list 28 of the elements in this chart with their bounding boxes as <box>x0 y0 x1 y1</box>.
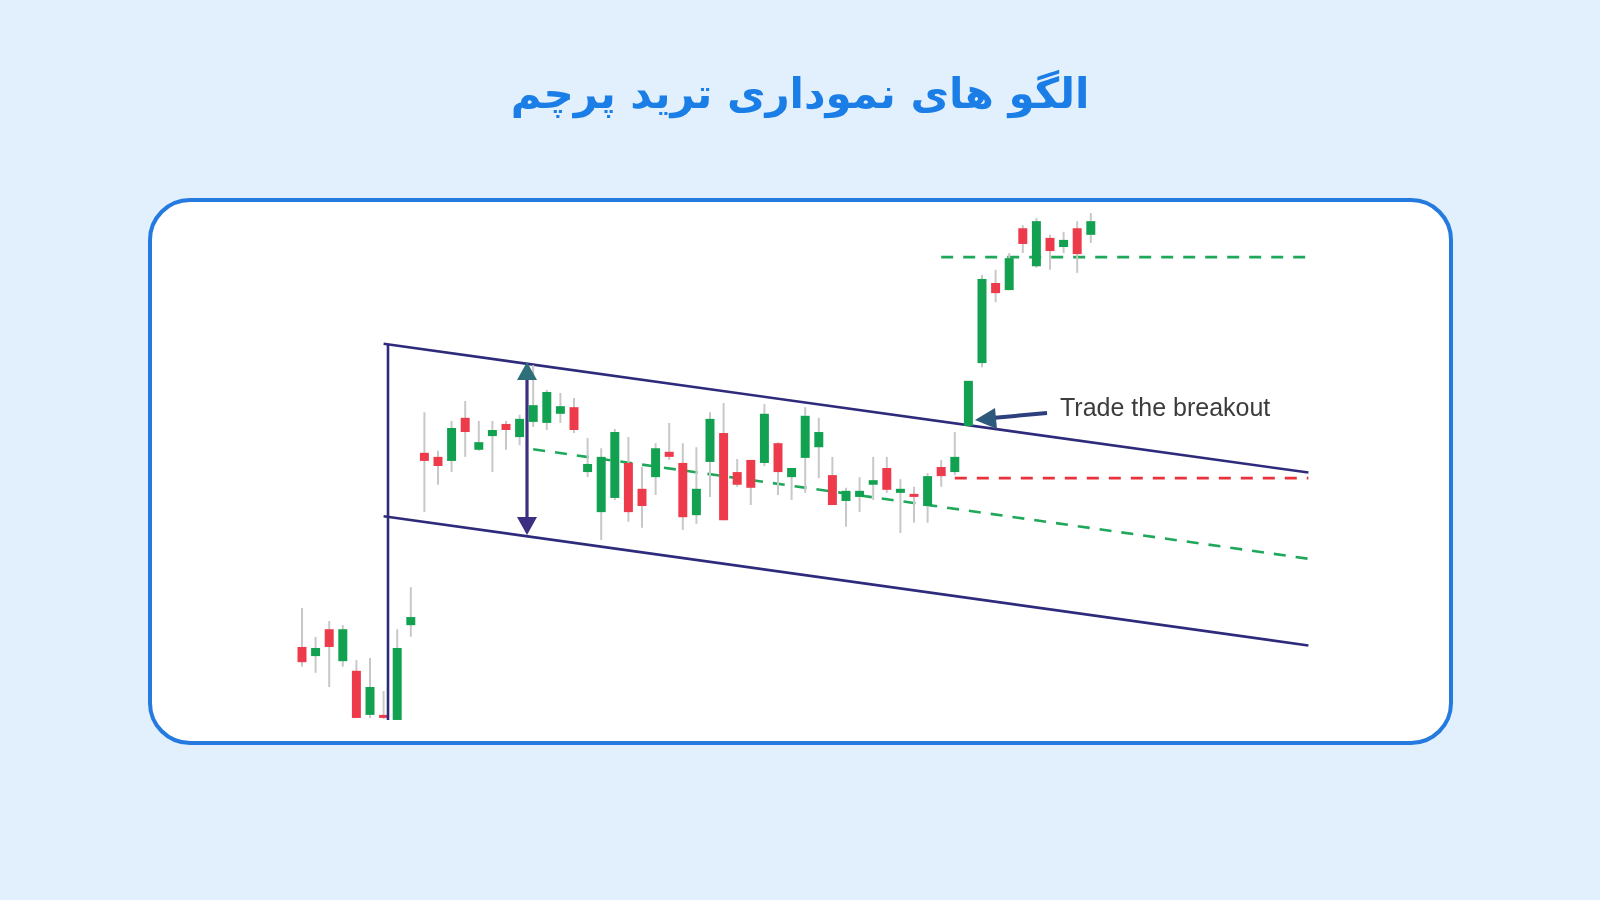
candlestick <box>324 620 334 689</box>
candlestick <box>569 397 579 435</box>
candlestick <box>1018 224 1028 255</box>
candlestick <box>487 419 497 474</box>
candlestick <box>787 467 797 501</box>
candlestick <box>1059 230 1069 255</box>
candlestick <box>419 411 429 514</box>
chart-title: الگو های نموداری ترید پرچم <box>510 69 1090 119</box>
candlestick <box>868 455 878 501</box>
candlestick <box>555 392 565 424</box>
candlestick <box>406 586 416 638</box>
candlestick <box>950 431 960 477</box>
candlestick <box>474 419 484 452</box>
candlestick <box>528 364 538 428</box>
candlestick <box>991 268 1001 304</box>
candlestick <box>895 478 905 534</box>
candlestick <box>311 635 321 674</box>
candlestick <box>664 421 674 461</box>
candlestick <box>936 458 946 488</box>
candlestick <box>732 457 742 488</box>
candlestick <box>515 413 525 447</box>
candlestick <box>460 400 470 458</box>
candlestick <box>855 476 865 514</box>
candlestick <box>814 416 824 480</box>
candlestick <box>583 437 593 479</box>
candlestick <box>1086 212 1096 244</box>
annotation: Trade the breakout <box>1060 393 1271 421</box>
candlestick <box>882 455 892 494</box>
